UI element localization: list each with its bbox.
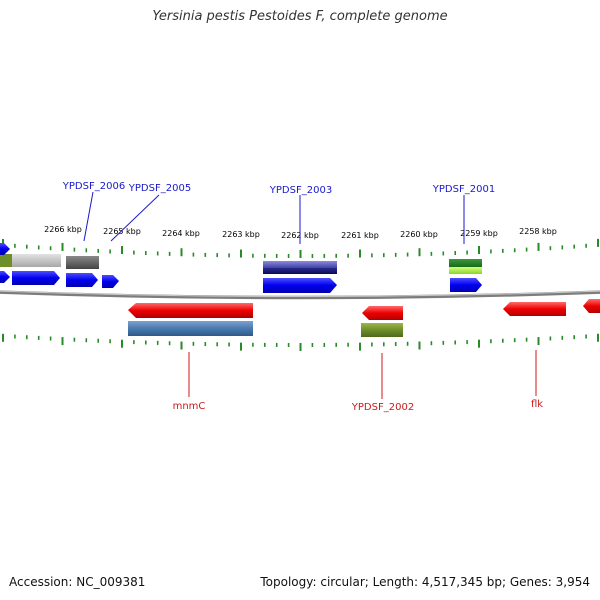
cds-reverse-arrow-ypdsf-2002[interactable] [362, 306, 403, 320]
cds-reverse-arrow-mnmc[interactable] [128, 303, 253, 318]
gene-label-ypdsf-2006[interactable]: YPDSF_2006 [62, 181, 125, 192]
tick-label-2265: 2265 kbp [103, 227, 141, 236]
leader-line-ypdsf-2006 [83, 191, 94, 242]
bottom-label-leaders [188, 350, 537, 399]
top-label-leaders [83, 191, 465, 244]
cds-forward-arrow-ypdsf-2006[interactable] [66, 273, 98, 287]
tick-label-2266: 2266 kbp [44, 225, 82, 234]
gene-label-mnmc[interactable]: mnmC [173, 401, 206, 412]
tick-label-2263: 2263 kbp [222, 230, 260, 239]
gene-label-ypdsf-2005[interactable]: YPDSF_2005 [128, 183, 191, 194]
feature-block-lime[interactable] [449, 267, 482, 274]
cds-forward-arrow-ypdsf-2001[interactable] [450, 278, 482, 292]
genome-backbone-highlight [0, 290, 600, 297]
lower-tick-ring [2, 333, 599, 351]
gene-label-ypdsf-2002[interactable]: YPDSF_2002 [351, 402, 414, 413]
gene-label-flk[interactable]: flk [531, 399, 543, 410]
top-gene-labels: YPDSF_2006 YPDSF_2005 YPDSF_2003 YPDSF_2… [62, 181, 495, 196]
gene-label-ypdsf-2001[interactable]: YPDSF_2001 [432, 184, 495, 195]
feature-block-olive[interactable] [361, 323, 403, 337]
feature-block-olive-left[interactable] [0, 254, 12, 267]
cds-reverse-arrow-flk[interactable] [503, 302, 566, 316]
tick-label-2261: 2261 kbp [341, 231, 379, 240]
accession-text: Accession: NC_009381 [9, 575, 146, 589]
feature-block-green[interactable] [449, 259, 482, 267]
gene-label-ypdsf-2003[interactable]: YPDSF_2003 [269, 185, 332, 196]
cds-forward-arrow-ypdsf-2005[interactable] [102, 275, 119, 288]
feature-block-steel[interactable] [128, 321, 253, 336]
feature-block-navy[interactable] [263, 268, 337, 274]
tick-label-2260: 2260 kbp [400, 230, 438, 239]
feature-block-dark[interactable] [66, 256, 99, 269]
leader-line-ypdsf-2005 [110, 194, 160, 242]
cds-forward-arrow[interactable] [0, 243, 10, 255]
tick-label-2264: 2264 kbp [162, 229, 200, 238]
cds-forward-arrow-ypdsf-2003[interactable] [263, 278, 337, 293]
genome-backbone [0, 290, 600, 300]
map-title: Yersinia pestis Pestoides F, complete ge… [152, 9, 448, 24]
feature-block-grey[interactable] [12, 254, 61, 267]
cds-forward-arrow[interactable] [0, 271, 10, 283]
cds-forward-arrow[interactable] [12, 271, 60, 285]
bottom-gene-labels: mnmC YPDSF_2002 flk [173, 399, 544, 413]
topology-summary-text: Topology: circular; Length: 4,517,345 bp… [260, 575, 590, 589]
upper-tick-ring [2, 238, 599, 258]
tick-label-2259: 2259 kbp [460, 229, 498, 238]
cds-reverse-arrow[interactable] [583, 299, 600, 313]
feature-block-violet[interactable] [263, 261, 337, 268]
tick-label-2258: 2258 kbp [519, 227, 557, 236]
